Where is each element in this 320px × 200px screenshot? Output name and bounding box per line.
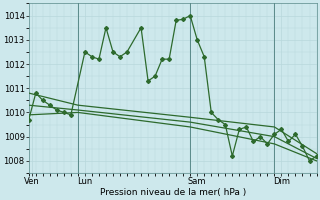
X-axis label: Pression niveau de la mer( hPa ): Pression niveau de la mer( hPa ) [100,188,246,197]
